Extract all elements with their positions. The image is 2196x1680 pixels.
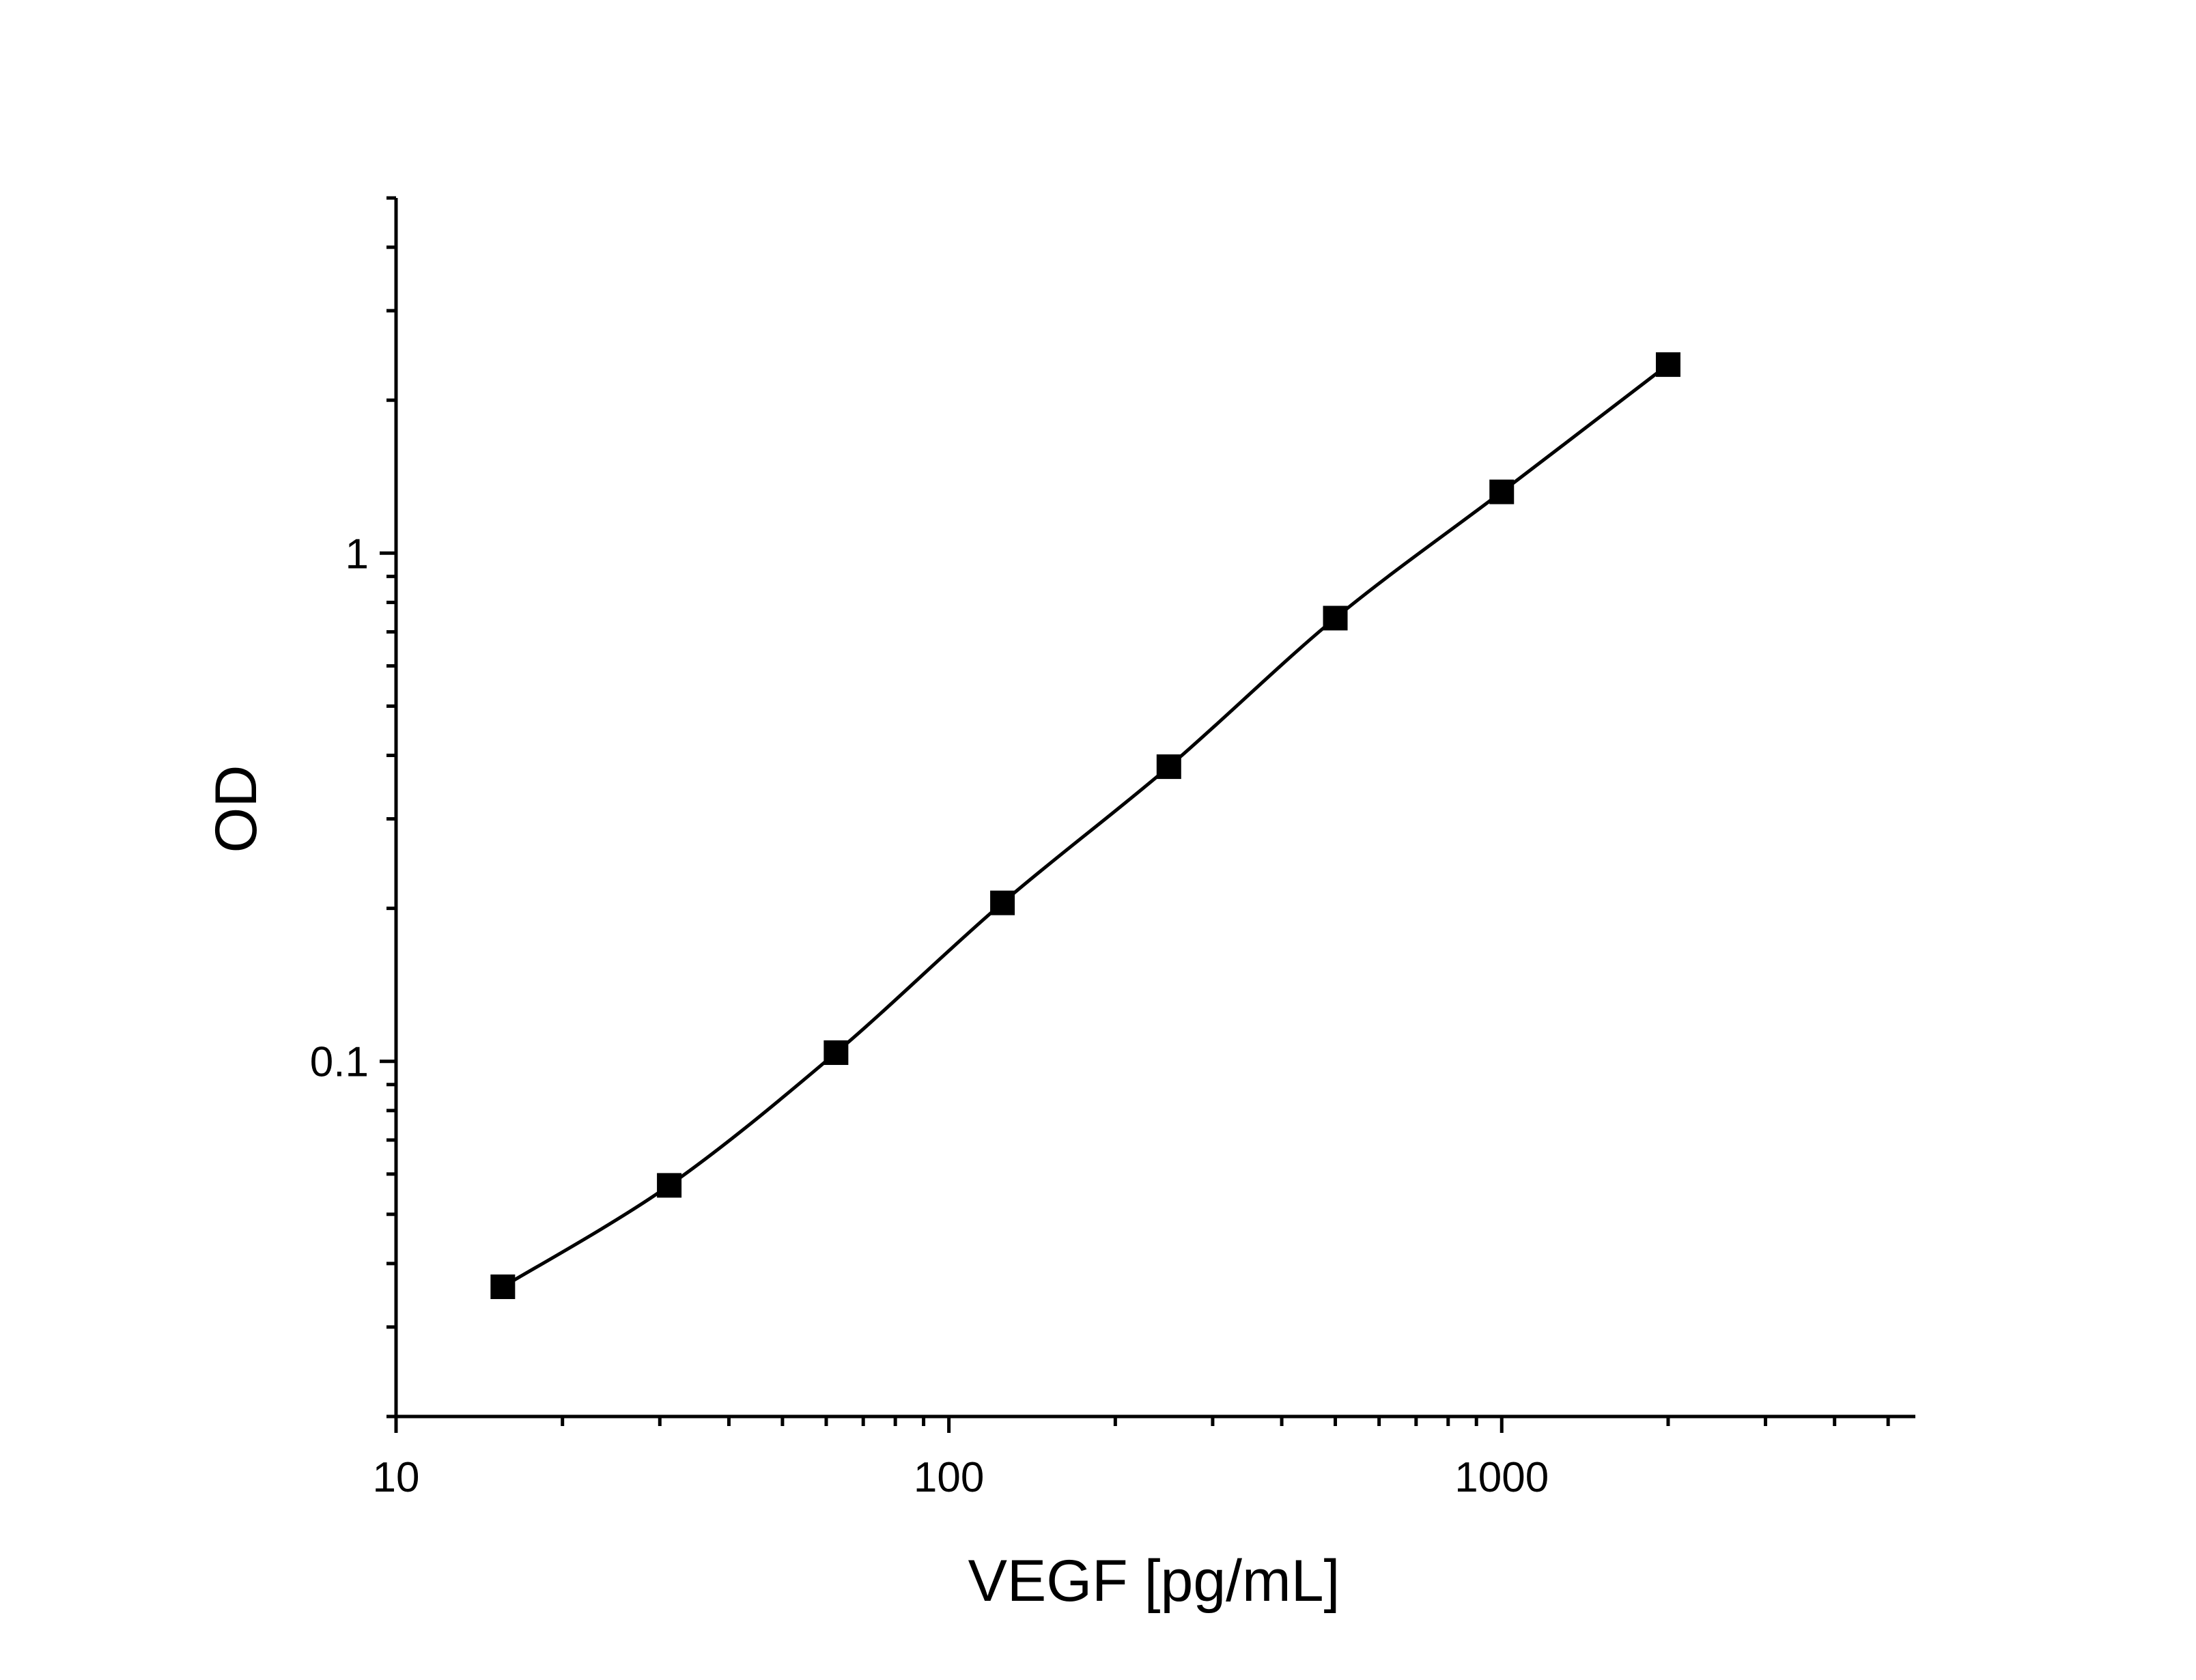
fit-curve-layer [502,363,1670,1289]
data-point-marker [1323,606,1348,631]
fit-curve [502,363,1670,1289]
x-tick-label: 10 [373,1454,420,1501]
markers-layer [490,352,1680,1299]
data-point-marker [657,1173,682,1198]
data-point-marker [824,1040,849,1066]
y-tick-label: 1 [346,530,369,578]
x-axis-title: VEGF [pg/mL] [968,1548,1340,1614]
labels-layer: VEGF [pg/mL] OD 10 100 1000 0.1 1 [203,530,1549,1614]
data-point-marker [490,1274,516,1299]
data-point-marker [1489,479,1515,504]
data-point-marker [990,890,1015,915]
axes [380,196,1915,1433]
data-point-marker [1655,352,1680,378]
y-tick-label: 0.1 [310,1039,369,1086]
x-tick-label: 100 [914,1454,984,1501]
x-tick-label: 1000 [1454,1454,1549,1501]
y-axis-title: OD [203,765,269,853]
data-point-marker [1156,754,1181,780]
